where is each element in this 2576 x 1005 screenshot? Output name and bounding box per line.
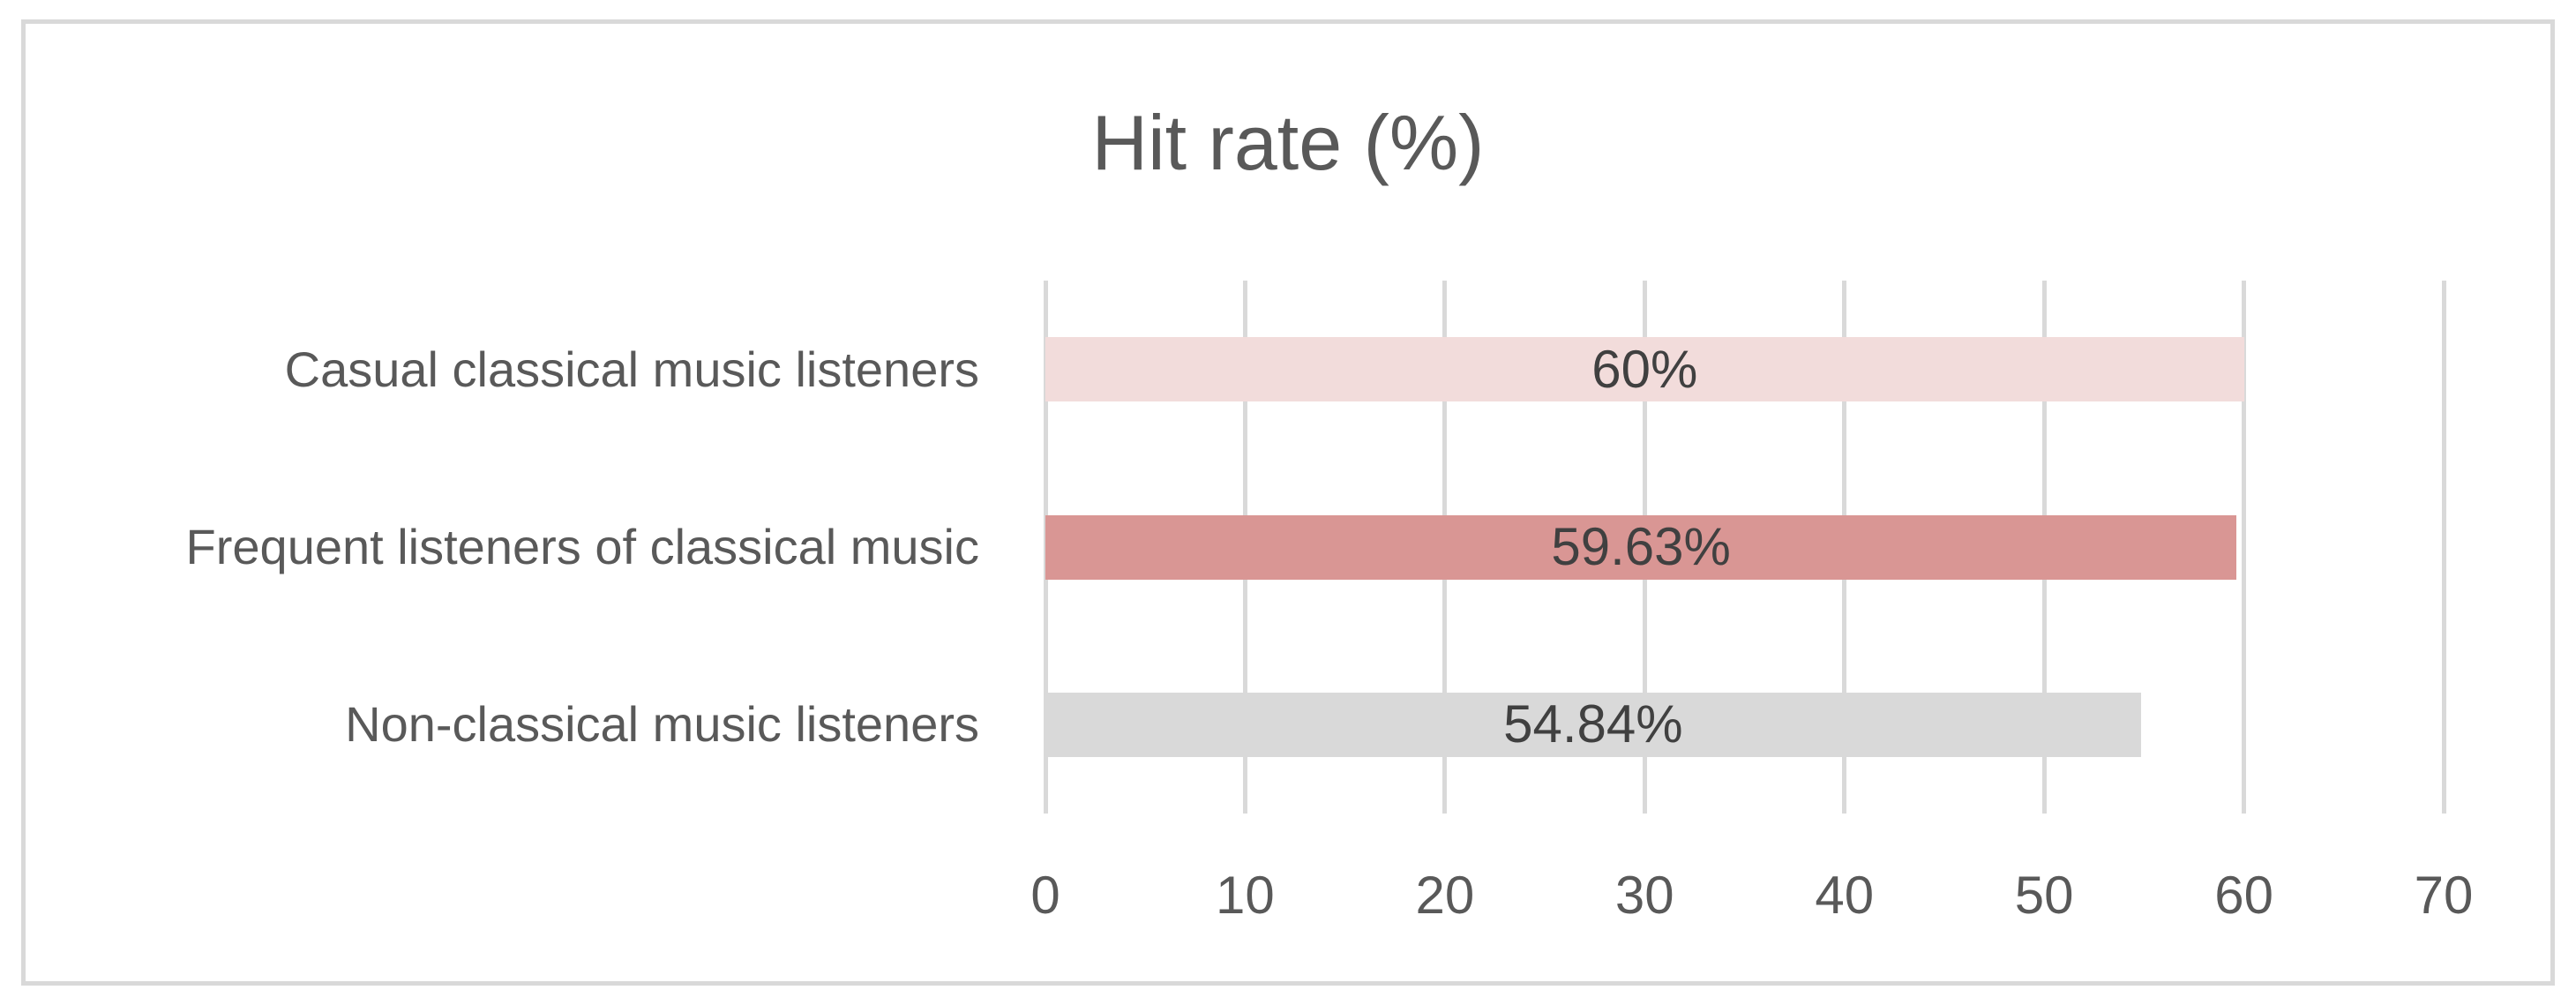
bar-value-label: 59.63% — [1551, 517, 1731, 576]
category-label: Frequent listeners of classical music — [185, 519, 979, 574]
category-label: Casual classical music listeners — [284, 341, 979, 397]
category-label: Non-classical music listeners — [345, 696, 979, 753]
x-axis-tick-label: 20 — [1415, 866, 1475, 925]
bar-value-label: 60% — [1591, 339, 1698, 399]
x-axis-tick-label: 60 — [2214, 866, 2273, 925]
bar: 59.63% — [1045, 514, 2237, 580]
chart-title: Hit rate (%) — [1091, 99, 1485, 186]
x-axis-tick-label: 40 — [1815, 866, 1875, 925]
gridline — [2242, 281, 2247, 814]
x-axis-tick-label: 0 — [1030, 866, 1060, 925]
bar: 54.84% — [1045, 692, 2141, 757]
gridline — [2441, 281, 2446, 814]
bar: 60% — [1045, 337, 2244, 402]
x-axis-tick-label: 10 — [1216, 866, 1275, 925]
chart-frame — [21, 19, 2555, 986]
x-axis-tick-label: 30 — [1614, 866, 1674, 925]
x-axis-tick-label: 50 — [2014, 866, 2074, 925]
bar-value-label: 54.84% — [1503, 694, 1683, 754]
x-axis-tick-label: 70 — [2414, 866, 2474, 925]
